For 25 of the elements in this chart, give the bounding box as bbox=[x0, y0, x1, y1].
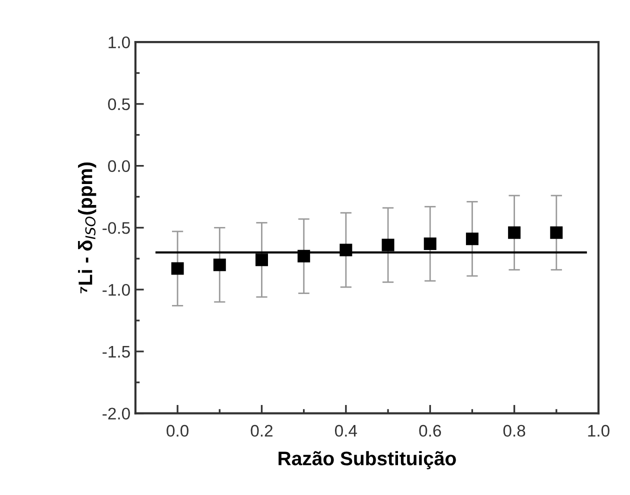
y-tick-label: 0.0 bbox=[108, 160, 130, 172]
y-tick-label: -2.0 bbox=[102, 408, 130, 420]
y-tick-label: -1.0 bbox=[102, 284, 130, 296]
y-tick-label: 0.5 bbox=[108, 98, 130, 110]
x-tick-label: 0.4 bbox=[334, 424, 358, 437]
y-axis-title: ⁷Li - δ$_{ISO}$(ppm) bbox=[78, 162, 96, 294]
point bbox=[298, 250, 310, 262]
point bbox=[340, 244, 352, 256]
x-tick-label: 0.6 bbox=[419, 424, 441, 437]
x-tick-label: 1.0 bbox=[588, 424, 610, 437]
point bbox=[424, 238, 436, 250]
x-axis-title: Razão Substituição bbox=[278, 451, 456, 470]
x-tick-label: 0.8 bbox=[503, 424, 526, 437]
x-tick-label: 0.2 bbox=[250, 424, 272, 437]
point bbox=[466, 232, 478, 246]
y-tick-label: -1.5 bbox=[102, 346, 130, 358]
point bbox=[508, 226, 521, 239]
point bbox=[255, 254, 268, 266]
point bbox=[382, 238, 394, 252]
point bbox=[550, 226, 563, 239]
y-tick-label: -0.5 bbox=[102, 222, 130, 234]
point bbox=[213, 258, 226, 272]
point bbox=[171, 262, 184, 275]
x-tick-label: 0.0 bbox=[166, 424, 188, 437]
y-tick-label: 1.0 bbox=[108, 36, 130, 48]
